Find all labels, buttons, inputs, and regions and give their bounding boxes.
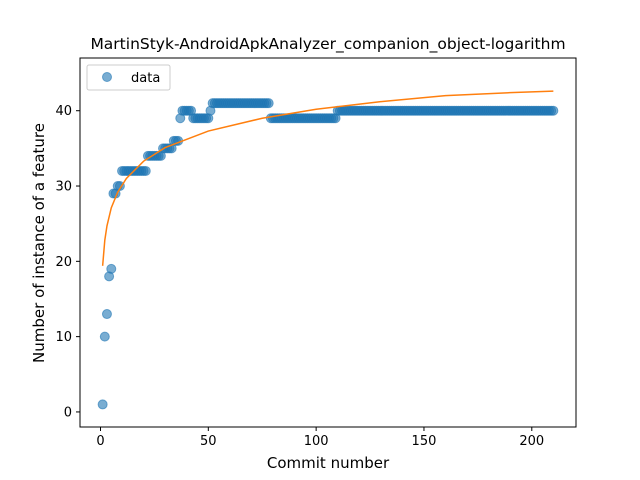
legend-label-data: data — [131, 71, 160, 86]
legend-box — [86, 64, 171, 91]
x-tick-label: 100 — [304, 434, 329, 449]
legend-marker-data — [102, 72, 112, 82]
data-point — [101, 309, 112, 320]
legend: data — [86, 64, 171, 91]
fit-curve — [101, 90, 554, 266]
y-tick-label: 10 — [55, 330, 72, 345]
chart-title: MartinStyk-AndroidApkAnalyzer_companion_… — [90, 35, 565, 54]
y-axis: 0 10 20 30 40 — [55, 104, 80, 420]
x-tick-label: 50 — [200, 434, 217, 449]
axes-frame — [79, 57, 577, 428]
y-axis-label: Number of instance of a feature — [30, 123, 48, 363]
y-tick-label: 0 — [64, 405, 72, 420]
data-point — [548, 105, 559, 116]
data-point — [106, 263, 117, 274]
x-axis: 0 50 100 150 200 — [96, 427, 544, 449]
data-point — [99, 331, 110, 342]
y-tick-label: 30 — [55, 180, 72, 195]
y-tick-label: 40 — [55, 104, 72, 119]
y-tick-label: 20 — [55, 255, 72, 270]
data-point — [140, 165, 151, 176]
plot-area — [97, 90, 559, 410]
x-axis-label: Commit number — [267, 454, 390, 472]
data-point — [97, 399, 108, 410]
x-tick-label: 0 — [96, 434, 104, 449]
x-tick-label: 150 — [412, 434, 437, 449]
data-point — [263, 98, 274, 109]
x-tick-label: 200 — [519, 434, 544, 449]
